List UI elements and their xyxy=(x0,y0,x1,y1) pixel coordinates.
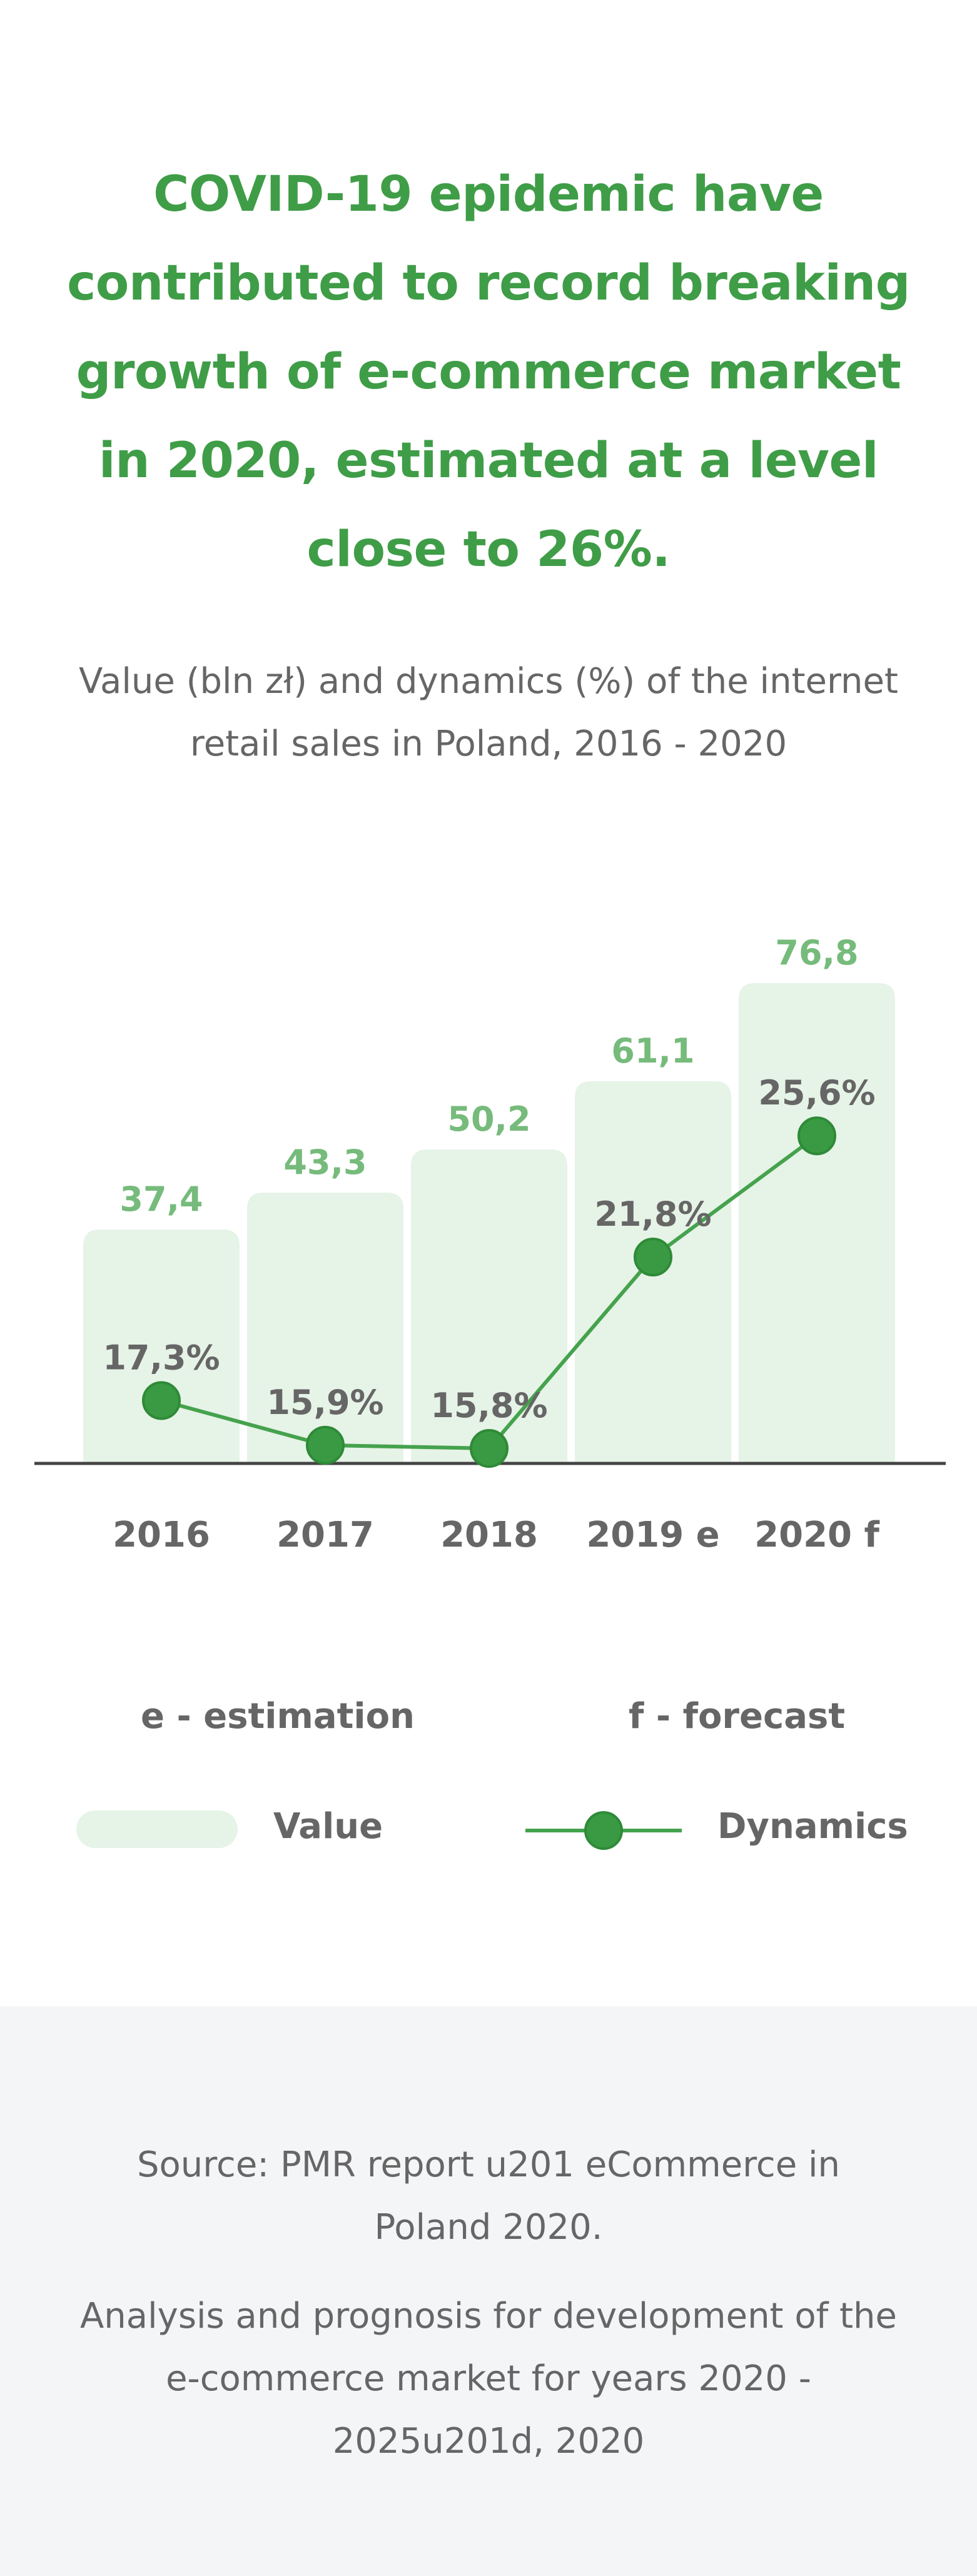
dynamics-point-4 xyxy=(634,1238,672,1276)
dynamics-label-4: 21,8% xyxy=(594,1195,711,1234)
category-label-5: 2020 f xyxy=(754,1515,879,1555)
category-label-2: 2017 xyxy=(276,1515,374,1555)
bar-1 xyxy=(83,1230,240,1463)
category-label-3: 2018 xyxy=(440,1515,538,1555)
dynamics-label-3: 15,8% xyxy=(430,1386,547,1425)
dynamics-label-2: 15,9% xyxy=(266,1383,383,1422)
legend-dynamics-marker xyxy=(525,1811,682,1850)
category-label-1: 2016 xyxy=(113,1515,210,1555)
dynamics-point-5 xyxy=(797,1116,836,1156)
value-label-2: 43,3 xyxy=(283,1143,367,1182)
chart: 37,4 43,3 50,2 61,1 76,8 2016 2017 2018 2019 e 20… xyxy=(34,933,946,1555)
legend-dynamics-label: Dynamics xyxy=(717,1806,908,1847)
value-label-5: 76,8 xyxy=(775,933,858,972)
dynamics-point-1 xyxy=(142,1381,181,1420)
legend-value-swatch xyxy=(76,1811,238,1848)
value-label-1: 37,4 xyxy=(119,1179,203,1219)
footer xyxy=(0,2006,977,2576)
dynamics-label-5: 25,6% xyxy=(758,1073,875,1113)
bar-2 xyxy=(247,1193,403,1463)
headline: COVID-19 epidemic have contributed to re… xyxy=(67,166,910,578)
chart-subtitle: Value (bln zł) and dynamics (%) of the i… xyxy=(79,661,898,764)
bar-5 xyxy=(739,983,895,1463)
bar-3 xyxy=(411,1149,567,1463)
value-label-3: 50,2 xyxy=(447,1099,530,1139)
dynamics-label-1: 17,3% xyxy=(103,1338,220,1378)
value-label-4: 61,1 xyxy=(611,1031,694,1071)
note-estimation: e - estimation xyxy=(141,1696,415,1737)
category-label-4: 2019 e xyxy=(586,1515,719,1555)
legend-value-label: Value xyxy=(273,1806,383,1847)
note-forecast: f - forecast xyxy=(629,1696,846,1737)
source-line-1: Source: PMR report u201 eCommerce in Pol… xyxy=(136,2144,841,2248)
dynamics-point-2 xyxy=(306,1425,345,1465)
source-line-2: Analysis and prognosis for development o… xyxy=(80,2296,897,2462)
dynamics-point-3 xyxy=(470,1429,509,1468)
